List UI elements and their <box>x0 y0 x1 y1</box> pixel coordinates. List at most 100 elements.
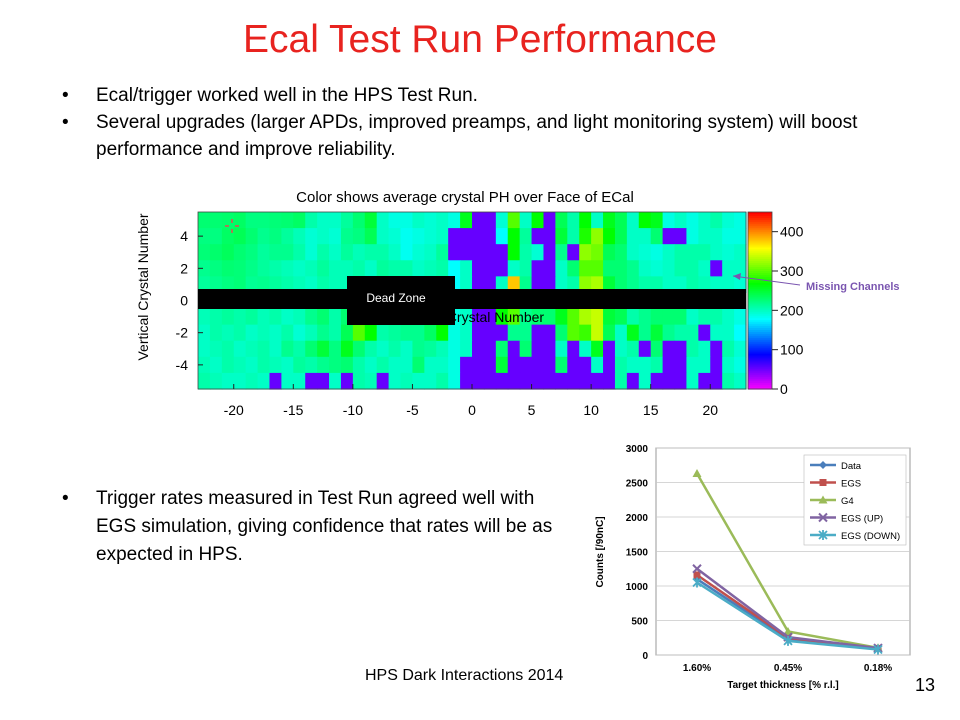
heatmap-cell <box>460 276 473 294</box>
colorbar-segment <box>748 225 772 229</box>
heatmap-cell <box>722 276 735 294</box>
heatmap-cell <box>674 228 688 245</box>
series-marker <box>818 512 828 523</box>
colorbar-segment <box>748 237 772 241</box>
heatmap-cell <box>710 228 723 245</box>
colorbar-segment <box>748 385 772 388</box>
heatmap-cell <box>495 308 509 326</box>
heatmap-cell <box>710 324 723 342</box>
colorbar-segment <box>748 241 772 245</box>
colorbar-segment <box>748 247 772 250</box>
heatmap-cell <box>436 244 449 261</box>
heatmap-cell <box>543 356 556 374</box>
heatmap-cell <box>603 356 616 374</box>
heatmap-cell <box>305 372 318 390</box>
colorbar-segment <box>748 298 772 302</box>
heatmap-cell <box>340 228 354 245</box>
heatmap-title: Color shows average crystal PH over Face… <box>296 189 634 206</box>
heatmap-cell <box>579 308 592 326</box>
heatmap-cell <box>293 372 306 390</box>
heatmap-cell <box>650 228 664 245</box>
series-marker <box>693 571 701 579</box>
heatmap-cell <box>674 244 688 261</box>
heatmap-cell <box>662 324 676 342</box>
heatmap-cell <box>614 308 628 326</box>
colorbar-segment <box>748 373 772 376</box>
heatmap-cell <box>626 372 640 390</box>
colorbar-segment <box>748 223 772 227</box>
heatmap-cell <box>364 260 378 277</box>
colorbar-segment <box>748 215 772 219</box>
colorbar-segment <box>748 314 772 317</box>
heatmap-cell <box>198 276 211 294</box>
heatmap-cell <box>567 212 580 229</box>
colorbar-segment <box>748 276 772 280</box>
heatmap-cell <box>436 228 449 245</box>
heatmap-cell <box>376 340 390 358</box>
heatmap-cell <box>400 228 414 245</box>
heatmap-cell <box>424 372 437 390</box>
heatmap-cell <box>734 228 747 245</box>
dead-zone-box <box>347 276 455 325</box>
colorbar-segment <box>748 302 772 306</box>
heatmap-cell <box>233 372 247 390</box>
heatmap-cell <box>209 260 223 277</box>
heatmap-cell <box>638 340 652 358</box>
heatmap-cell <box>579 244 592 261</box>
colorbar-segment <box>748 310 772 313</box>
heatmap-cell <box>198 228 211 245</box>
heatmap-cell <box>495 340 509 358</box>
heatmap-cell <box>340 324 354 342</box>
heatmap-cell <box>424 228 437 245</box>
heatmap-cell <box>221 260 235 277</box>
heatmap-cell <box>209 356 223 374</box>
y-tick-label: 4 <box>180 228 188 244</box>
heatmap-cell <box>305 308 318 326</box>
heatmap-cell <box>603 340 616 358</box>
heatmap-cell <box>579 340 592 358</box>
colorbar-segment <box>748 278 772 282</box>
heatmap-cell <box>412 244 425 261</box>
heatmap-cell <box>257 244 271 261</box>
heatmap-cell <box>543 308 556 326</box>
heatmap-cell <box>233 340 247 358</box>
heatmap-cell <box>293 260 306 277</box>
x-tick-label: 20 <box>702 402 718 418</box>
heatmap-cell <box>698 260 711 277</box>
heatmap-cell <box>662 212 676 229</box>
heatmap-cell <box>460 228 473 245</box>
heatmap-cell <box>269 372 282 390</box>
heatmap-cell <box>591 372 604 390</box>
heatmap-cell <box>710 212 723 229</box>
colorbar-segment <box>748 274 772 278</box>
heatmap-cell <box>245 228 259 245</box>
y-tick-label: 2 <box>180 260 188 276</box>
heatmap-cell <box>424 340 437 358</box>
heatmap-cell <box>579 228 592 245</box>
heatmap-cell <box>269 308 282 326</box>
heatmap-cell <box>269 356 282 374</box>
heatmap-cell <box>543 372 556 390</box>
heatmap-cell <box>257 308 271 326</box>
heatmap-cell <box>579 372 592 390</box>
heatmap-cell <box>293 244 306 261</box>
colorbar-segment <box>748 343 772 347</box>
heatmap-cell <box>281 356 294 374</box>
heatmap-cell <box>305 276 318 294</box>
missing-channels-arrow <box>732 275 801 286</box>
line-chart-y-axis-label: Counts [/90nC] <box>595 516 606 587</box>
heatmap-cell <box>472 228 485 245</box>
heatmap-cell <box>555 324 568 342</box>
heatmap-cell <box>424 260 437 277</box>
heatmap-cell <box>317 228 330 245</box>
heatmap-cell <box>221 212 235 229</box>
heatmap-cell <box>626 356 640 374</box>
heatmap-cell <box>686 212 699 229</box>
heatmap-cell <box>221 324 235 342</box>
colorbar-segment <box>748 219 772 223</box>
heatmap-cell <box>281 308 294 326</box>
heatmap-cell <box>626 244 640 261</box>
heatmap-cell <box>364 244 378 261</box>
